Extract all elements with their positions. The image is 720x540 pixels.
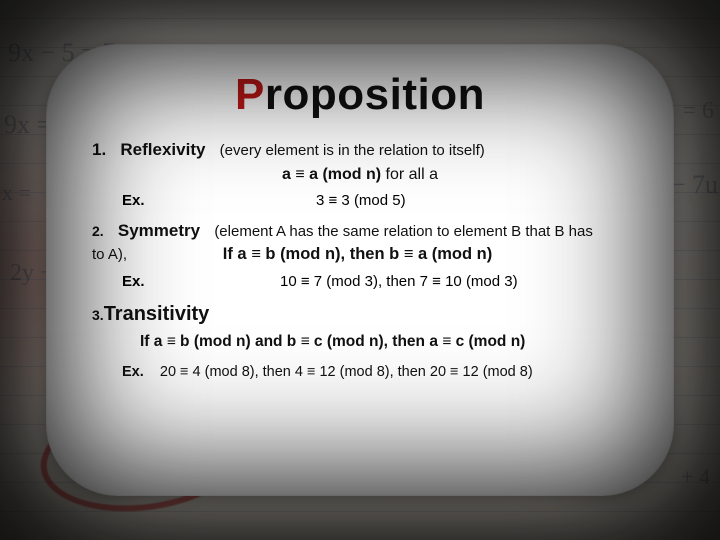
symmetry-line2: to A), If a ≡ b (mod n), then b ≡ a (mod… [92, 243, 628, 267]
reflexivity-heading: 1. Reflexivity (every element is in the … [92, 138, 628, 163]
reflexivity-rule: a ≡ a (mod n) for all a [92, 163, 628, 186]
bg-math-7: + 4 [681, 464, 710, 490]
reflexivity-ex-label: Ex. [92, 192, 240, 209]
bg-math-5: = 6 [682, 98, 714, 125]
content-card: Proposition 1. Reflexivity (every elemen… [46, 44, 674, 496]
transitivity-ex-value: 20 ≡ 4 (mod 8), then 4 ≡ 12 (mod 8), the… [160, 364, 533, 380]
transitivity-number: 3. [92, 307, 104, 323]
title-first-letter: P [235, 70, 265, 119]
bg-math-6: − 7u [671, 170, 718, 200]
title-rest: roposition [265, 70, 485, 119]
transitivity-heading: 3.Transitivity [92, 300, 628, 329]
symmetry-heading: 2. Symmetry (element A has the same rela… [92, 219, 628, 244]
reflexivity-rule-main: a ≡ a (mod n) [282, 166, 381, 183]
symmetry-number: 2. [92, 223, 104, 239]
symmetry-ex-label: Ex. [92, 273, 240, 290]
transitivity-ex-label: Ex. [122, 364, 144, 380]
transitivity-example: Ex. 20 ≡ 4 (mod 8), then 4 ≡ 12 (mod 8),… [92, 362, 628, 383]
slide-title: Proposition [92, 70, 628, 120]
bg-math-3: x = [2, 180, 31, 206]
symmetry-example: Ex. 10 ≡ 7 (mod 3), then 7 ≡ 10 (mod 3) [92, 273, 628, 290]
transitivity-name: Transitivity [104, 303, 210, 325]
symmetry-ex-value: 10 ≡ 7 (mod 3), then 7 ≡ 10 (mod 3) [240, 273, 518, 290]
reflexivity-number: 1. [92, 140, 106, 159]
symmetry-paren-a: (element A has the same relation to elem… [214, 223, 593, 240]
symmetry-paren-b: to A), [92, 244, 127, 266]
reflexivity-example: Ex. 3 ≡ 3 (mod 5) [92, 192, 628, 209]
reflexivity-ex-value: 3 ≡ 3 (mod 5) [240, 192, 406, 209]
transitivity-rule: If a ≡ b (mod n) and b ≡ c (mod n), then… [92, 331, 628, 353]
symmetry-name: Symmetry [118, 221, 200, 240]
reflexivity-rule-tail: for all a [381, 166, 438, 183]
reflexivity-paren: (every element is in the relation to its… [220, 142, 485, 159]
symmetry-rule: If a ≡ b (mod n), then b ≡ a (mod n) [127, 243, 628, 267]
reflexivity-name: Reflexivity [120, 140, 205, 159]
bg-math-2: 9x = [4, 110, 51, 140]
